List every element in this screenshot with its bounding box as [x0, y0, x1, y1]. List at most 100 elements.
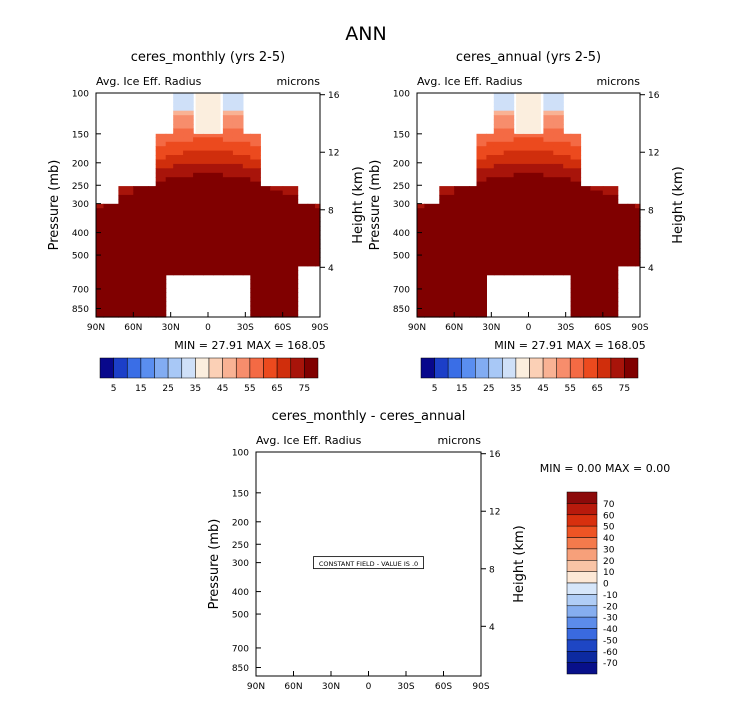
contour-cell: [590, 221, 604, 227]
contour-cell: [424, 296, 440, 302]
colorbar-swatch: [236, 357, 251, 379]
contour-cell: [476, 292, 487, 298]
contour-cell: [213, 217, 224, 223]
contour-cell: [133, 199, 149, 205]
contour-cell: [590, 274, 604, 280]
x-tick-label: 60N: [284, 682, 302, 692]
contour-cell: [232, 177, 244, 183]
contour-cell: [602, 274, 619, 280]
contour-cell: [553, 97, 564, 103]
y-tick-label: 150: [393, 130, 410, 140]
contour-cell: [307, 243, 316, 249]
contour-cell: [155, 221, 167, 227]
contour-cell: [103, 265, 119, 271]
contour-cell: [469, 257, 477, 262]
contour-cell: [250, 283, 261, 289]
contour-cell: [476, 203, 487, 209]
contour-cell: [193, 270, 204, 276]
contour-cell: [454, 190, 470, 196]
contour-cell: [242, 155, 251, 160]
contour-cell: [96, 208, 105, 214]
colorbar-swatch: [566, 491, 598, 504]
contour-cell: [103, 274, 119, 280]
contour-cell: [203, 155, 214, 160]
contour-cell: [424, 270, 440, 276]
contour-cell: [250, 212, 261, 218]
contour-cell: [203, 172, 214, 178]
contour-cell: [533, 172, 544, 178]
contour-cell: [570, 172, 582, 178]
contour-cell: [315, 226, 321, 231]
contour-cell: [222, 115, 234, 121]
contour-cell: [533, 261, 544, 267]
contour-cell: [148, 301, 157, 307]
contour-cell: [570, 155, 582, 160]
contour-cell: [476, 265, 487, 271]
contour-cell: [155, 137, 167, 143]
colorbar-label: 55: [564, 384, 575, 394]
max-label: MAX =: [605, 462, 646, 475]
contour-cell: [553, 203, 564, 209]
contour-cell: [155, 279, 167, 285]
contour-cell: [270, 217, 284, 223]
contour-cell: [580, 296, 591, 302]
contour-cell: [250, 221, 261, 227]
contour-cell: [203, 137, 214, 143]
contour-cell: [439, 226, 455, 231]
contour-cell: [213, 239, 224, 245]
contour-cell: [260, 186, 271, 192]
contour-cell: [173, 172, 184, 178]
contour-cell: [417, 283, 425, 289]
contour-cell: [570, 252, 582, 258]
contour-cell: [133, 279, 149, 285]
contour-cell: [503, 239, 515, 245]
contour-cell: [213, 168, 224, 174]
contour-cell: [533, 133, 544, 138]
x-tick-label: 60S: [435, 682, 452, 692]
contour-cell: [173, 257, 184, 262]
contour-cell: [513, 265, 525, 271]
contour-cell: [173, 208, 184, 214]
annotation-box: CONSTANT FIELD - VALUE IS .0: [313, 556, 424, 570]
contour-cell: [570, 181, 582, 187]
contour-cell: [493, 217, 505, 223]
contour-cell: [307, 208, 316, 214]
contour-cell: [469, 310, 477, 316]
contour-cell: [602, 305, 619, 311]
contour-cell: [439, 186, 455, 192]
colorbar-swatch: [222, 357, 237, 379]
contour-cell: [543, 234, 554, 240]
contour-cell: [222, 172, 234, 178]
contour-cell: [503, 199, 515, 205]
contour-cell: [503, 137, 515, 143]
contour-cell: [627, 261, 636, 267]
contour-cell: [513, 270, 525, 276]
x-tick-label: 30N: [322, 682, 340, 692]
contour-cell: [570, 296, 582, 302]
contour-cell: [118, 270, 134, 276]
contour-cell: [250, 301, 261, 307]
contour-cell: [513, 203, 525, 209]
contour-cell: [417, 234, 425, 240]
contour-cell: [315, 234, 321, 240]
contour-cell: [282, 186, 299, 192]
contour-cell: [297, 203, 309, 209]
contour-cell: [602, 248, 619, 254]
colorbar-label: 10: [603, 568, 615, 578]
contour-cell: [96, 217, 105, 223]
contour-cell: [513, 221, 525, 227]
contour-cell: [213, 221, 224, 227]
colorbar-swatch: [167, 357, 182, 379]
contour-cell: [543, 115, 554, 121]
contour-cell: [439, 314, 455, 318]
min-value: 0.00: [577, 462, 605, 475]
contour-cell: [417, 288, 425, 293]
contour-cell: [260, 301, 271, 307]
contour-cell: [96, 283, 105, 289]
x-tick-label: 30N: [482, 323, 500, 333]
contour-cell: [165, 261, 174, 267]
contour-cell: [476, 305, 487, 311]
right-tick-label: 12: [489, 508, 500, 518]
contour-cell: [580, 186, 591, 192]
contour-cell: [213, 172, 224, 178]
